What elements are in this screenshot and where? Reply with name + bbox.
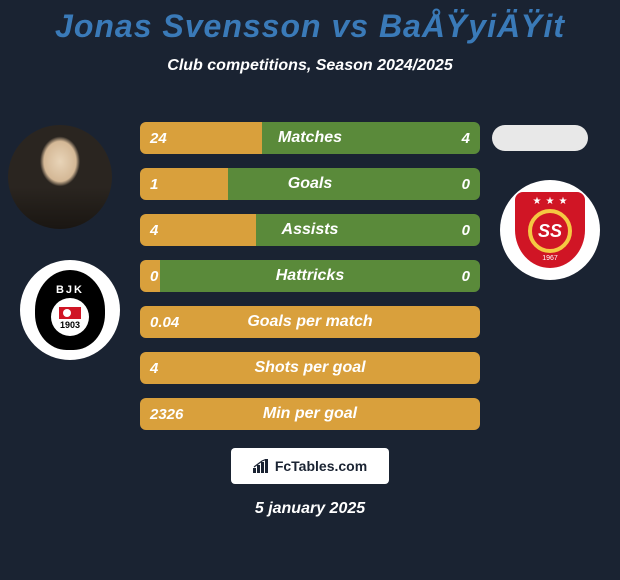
club-left-year: 1903 bbox=[60, 320, 80, 330]
stat-row: 244Matches bbox=[140, 122, 480, 154]
player-left-avatar-image bbox=[8, 125, 112, 229]
stat-right-value: 0 bbox=[256, 214, 480, 246]
stat-row: 0.04Goals per match bbox=[140, 306, 480, 338]
star-icon: ★ bbox=[558, 196, 567, 207]
stat-left-value: 2326 bbox=[140, 398, 480, 430]
stat-left-value: 4 bbox=[140, 352, 480, 384]
footer-date: 5 january 2025 bbox=[0, 500, 620, 518]
club-right-code: SS bbox=[538, 221, 562, 242]
club-right-ring: SS bbox=[528, 209, 572, 253]
footer-logo: FcTables.com bbox=[231, 448, 389, 484]
club-right-year: 1967 bbox=[542, 255, 558, 262]
club-right-badge: ★ ★ ★ SS 1967 bbox=[500, 180, 600, 280]
club-left-shield: BJK 1903 bbox=[35, 270, 105, 350]
club-left-badge: BJK 1903 bbox=[20, 260, 120, 360]
stat-row: 10Goals bbox=[140, 168, 480, 200]
stat-left-value: 0.04 bbox=[140, 306, 480, 338]
chart-icon bbox=[253, 459, 271, 473]
stat-left-value: 4 bbox=[140, 214, 256, 246]
stat-right-value: 0 bbox=[228, 168, 480, 200]
stat-row: 00Hattricks bbox=[140, 260, 480, 292]
star-icon: ★ bbox=[546, 196, 555, 207]
footer-logo-text: FcTables.com bbox=[275, 458, 367, 474]
club-left-emblem: 1903 bbox=[51, 298, 89, 336]
stats-container: 244Matches 10Goals 40Assists 00Hattricks 0.0… bbox=[140, 122, 480, 444]
season-subtitle: Club competitions, Season 2024/2025 bbox=[0, 57, 620, 75]
stat-right-value: 4 bbox=[262, 122, 480, 154]
stat-left-value: 24 bbox=[140, 122, 262, 154]
stat-left-value: 0 bbox=[140, 260, 160, 292]
club-left-code: BJK bbox=[56, 284, 84, 296]
stat-right-value: 0 bbox=[160, 260, 480, 292]
club-right-shield: ★ ★ ★ SS 1967 bbox=[515, 192, 585, 268]
stat-row: 2326Min per goal bbox=[140, 398, 480, 430]
player-left-avatar bbox=[8, 125, 112, 229]
stat-row: 40Assists bbox=[140, 214, 480, 246]
club-right-stars: ★ ★ ★ bbox=[533, 196, 568, 207]
stat-row: 4Shots per goal bbox=[140, 352, 480, 384]
comparison-title: Jonas Svensson vs BaÅŸyiÄŸit bbox=[0, 0, 620, 45]
player-right-avatar bbox=[492, 125, 588, 151]
stat-left-value: 1 bbox=[140, 168, 228, 200]
star-icon: ★ bbox=[533, 196, 542, 207]
club-left-flag bbox=[59, 307, 81, 319]
